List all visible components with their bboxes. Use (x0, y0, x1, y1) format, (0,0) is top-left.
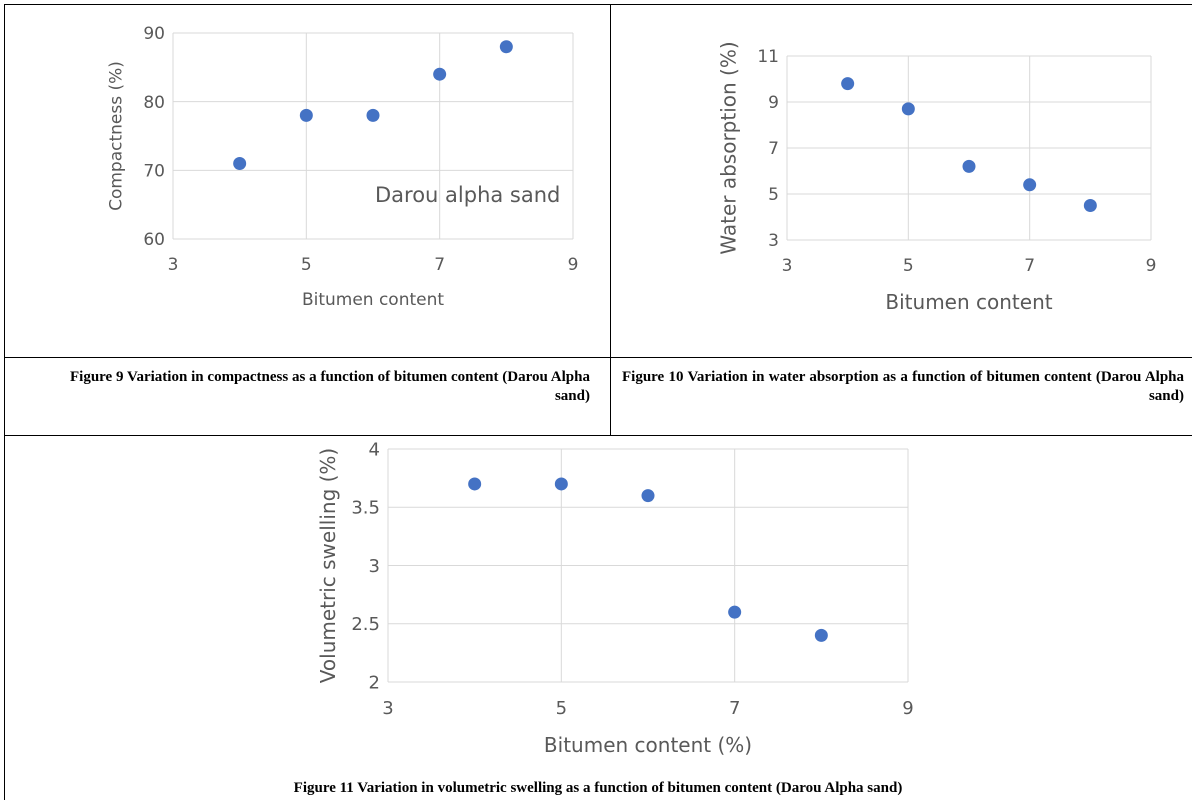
y-tick-label: 70 (143, 161, 165, 181)
table-border-left (4, 4, 5, 800)
data-point (962, 159, 976, 173)
x-tick-label: 3 (782, 256, 793, 276)
x-axis-title: Bitumen content (885, 290, 1052, 314)
y-tick-label: 7 (768, 139, 779, 159)
y-axis-title: Volumetric swelling (%) (316, 448, 340, 683)
x-tick-label: 5 (556, 698, 567, 719)
data-point (366, 108, 380, 122)
figure-10-caption: Figure 10 Variation in water absorption … (622, 369, 1184, 404)
y-tick-label: 3 (369, 556, 380, 577)
table-border-caption-divider (4, 357, 1192, 358)
y-tick-label: 9 (768, 93, 779, 113)
data-point (814, 628, 828, 642)
volumetric-swelling-scatter-chart: 2 2.5 3 3.5 4 3 5 7 9 Bitumen content (%) Volumetr… (316, 439, 914, 757)
figure-9-caption: Figure 9 Variation in compactness as a f… (70, 369, 590, 404)
x-tick-label: 5 (301, 255, 312, 275)
x-tick-label: 3 (382, 698, 393, 719)
x-tick-label: 7 (434, 255, 445, 275)
data-point (233, 156, 247, 170)
y-tick-label: 90 (143, 24, 165, 44)
data-point (728, 605, 742, 619)
y-tick-label: 4 (369, 439, 380, 460)
table-border-top (4, 4, 1192, 5)
figure-11-caption: Figure 11 Variation in volumetric swelli… (293, 780, 903, 796)
water-absorption-scatter-chart: 3 5 7 9 11 3 5 7 9 Bitumen content Water absorptio… (717, 41, 1157, 314)
x-tick-label: 5 (903, 256, 914, 276)
y-axis-title: Compactness (%) (107, 61, 127, 211)
data-point (554, 477, 568, 491)
y-tick-label: 11 (757, 47, 779, 67)
y-tick-label: 80 (143, 93, 165, 113)
y-tick-label: 3 (768, 231, 779, 251)
data-point (1083, 199, 1097, 212)
data-point (901, 102, 915, 116)
chart-annotation: Darou alpha sand (375, 183, 560, 207)
data-point (299, 108, 313, 122)
y-tick-label: 2 (369, 672, 380, 693)
x-tick-label: 7 (1024, 256, 1035, 276)
data-point (499, 40, 513, 54)
x-tick-label: 3 (168, 255, 179, 275)
y-tick-label: 2.5 (351, 614, 380, 635)
table-border-row-divider (4, 435, 1192, 436)
x-tick-label: 9 (1146, 256, 1157, 276)
x-tick-label: 9 (568, 255, 579, 275)
x-axis-title: Bitumen content (302, 290, 444, 310)
data-point (433, 67, 447, 81)
y-tick-label: 60 (143, 230, 165, 250)
table-border-middle-vertical (610, 4, 611, 436)
data-point (1023, 178, 1037, 192)
data-point (468, 477, 482, 491)
x-tick-label: 9 (902, 698, 913, 719)
y-axis-title: Water absorption (%) (717, 41, 741, 254)
x-axis-title: Bitumen content (%) (544, 733, 752, 757)
data-point (641, 489, 655, 503)
y-tick-label: 3.5 (351, 498, 380, 519)
compactness-scatter-chart: 60 70 80 90 3 5 7 9 Bitumen content Compactness (… (107, 24, 579, 310)
y-tick-label: 5 (768, 185, 779, 205)
x-tick-label: 7 (729, 698, 740, 719)
data-point (841, 77, 855, 91)
